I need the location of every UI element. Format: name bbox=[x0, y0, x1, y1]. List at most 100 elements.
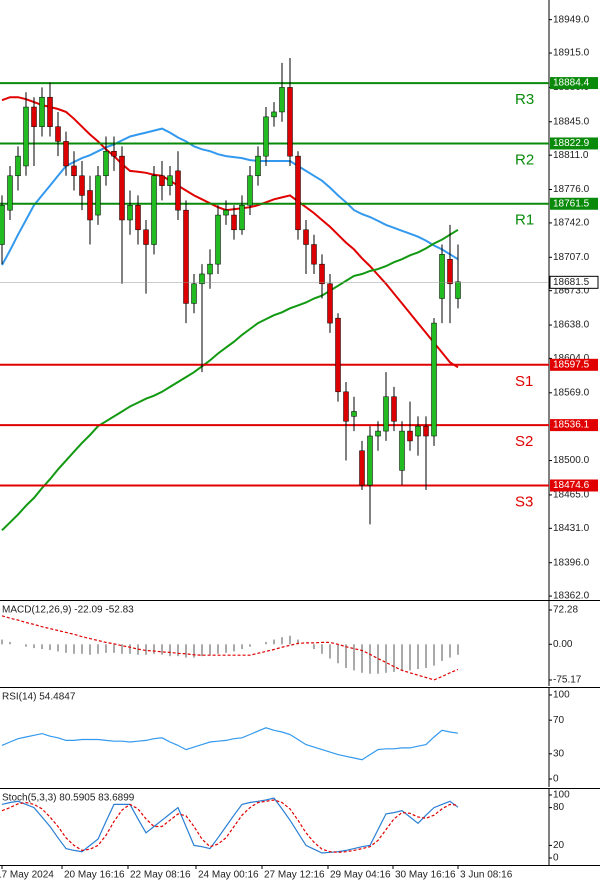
panel-title: MACD(12,26,9) -22.09 -52.83 bbox=[2, 605, 134, 616]
x-tick-label: 22 May 08:16 bbox=[130, 870, 191, 881]
y-tick-label: 18742.0 bbox=[553, 218, 590, 229]
candle-body bbox=[431, 322, 437, 437]
indicator-line bbox=[1, 127, 459, 266]
candle-body bbox=[383, 396, 389, 432]
candle-body bbox=[311, 244, 317, 265]
y-tick-label: 0 bbox=[553, 853, 559, 864]
x-tick-label: 3 Jun 08:16 bbox=[460, 870, 513, 881]
candle-body bbox=[239, 204, 245, 231]
x-tick-label: 17 May 2024 bbox=[0, 870, 54, 881]
y-tick-label: 18776.0 bbox=[553, 184, 590, 195]
level-price-label: 18761.5 bbox=[553, 198, 590, 209]
candle-body bbox=[79, 175, 85, 196]
candle-body bbox=[159, 175, 165, 186]
y-tick-label: 100 bbox=[553, 790, 570, 801]
candle-body bbox=[295, 155, 301, 231]
candle-body bbox=[119, 155, 125, 221]
level-box bbox=[550, 197, 598, 210]
level-box bbox=[550, 358, 598, 371]
y-tick-label: 72.28 bbox=[553, 605, 578, 616]
candle-body bbox=[399, 430, 405, 471]
candle-body bbox=[39, 96, 45, 127]
candle-body bbox=[367, 435, 373, 486]
candle-body bbox=[223, 209, 229, 216]
y-tick-label: 18811.0 bbox=[553, 150, 589, 161]
candle-body bbox=[207, 263, 213, 275]
y-tick-label: 18673.0 bbox=[553, 285, 590, 296]
candle-body bbox=[135, 204, 141, 231]
candle-body bbox=[303, 229, 309, 245]
level-name: S1 bbox=[515, 373, 533, 390]
candle-body bbox=[319, 263, 325, 285]
y-tick-label: 0 bbox=[553, 774, 559, 785]
candle-body bbox=[95, 175, 101, 216]
y-tick-label: 80 bbox=[553, 802, 565, 813]
y-tick-label: 18362.0 bbox=[553, 591, 590, 602]
candle-body bbox=[423, 425, 429, 437]
candle-body bbox=[447, 258, 453, 285]
candle-body bbox=[7, 175, 13, 211]
y-tick-label: 18431.0 bbox=[553, 523, 590, 534]
level-box bbox=[550, 479, 598, 492]
indicator-line bbox=[1, 228, 459, 532]
level-price-label: 18536.1 bbox=[553, 420, 590, 431]
level-box bbox=[550, 77, 598, 90]
y-tick-label: 18638.0 bbox=[553, 320, 590, 331]
candle-body bbox=[111, 150, 117, 157]
level-price-label: 18822.9 bbox=[553, 138, 590, 149]
indicator-line bbox=[1, 799, 459, 853]
last-price-label: 18681.5 bbox=[553, 277, 590, 288]
candle-body bbox=[375, 430, 381, 437]
level-name: R2 bbox=[515, 151, 534, 168]
y-tick-label: 18500.0 bbox=[553, 455, 590, 466]
candle-body bbox=[71, 165, 77, 177]
y-tick-label: 0.00 bbox=[553, 639, 573, 650]
x-tick-label: 29 May 04:16 bbox=[330, 870, 391, 881]
candle-body bbox=[0, 204, 5, 245]
y-tick-label: 100 bbox=[553, 690, 570, 701]
candle-body bbox=[87, 190, 93, 221]
panel-title: Stoch(5,3,3) 80.5905 83.6899 bbox=[2, 793, 135, 804]
candle-body bbox=[279, 87, 285, 113]
level-price-label: 18884.4 bbox=[553, 78, 590, 89]
candle-body bbox=[23, 106, 29, 167]
level-price-label: 18474.6 bbox=[553, 480, 590, 491]
candle-body bbox=[55, 126, 61, 142]
candle-body bbox=[167, 175, 173, 186]
y-tick-label: 18604.0 bbox=[553, 353, 590, 364]
candle-body bbox=[439, 254, 445, 299]
candle-body bbox=[327, 283, 333, 324]
y-tick-label: 18915.0 bbox=[553, 48, 590, 59]
candle-body bbox=[351, 411, 357, 417]
candle-body bbox=[407, 430, 413, 442]
indicator-line bbox=[1, 797, 459, 854]
candle-body bbox=[231, 214, 237, 231]
candle-body bbox=[455, 281, 461, 299]
y-tick-label: 18465.0 bbox=[553, 490, 590, 501]
level-name: S3 bbox=[515, 493, 533, 510]
x-tick-label: 24 May 00:16 bbox=[198, 870, 259, 881]
y-tick-label: 18569.0 bbox=[553, 387, 590, 398]
candle-body bbox=[191, 283, 197, 304]
candle-body bbox=[143, 229, 149, 245]
indicator-line bbox=[1, 96, 459, 369]
candle-body bbox=[335, 317, 341, 393]
candle-body bbox=[271, 111, 277, 118]
level-name: R3 bbox=[515, 91, 534, 108]
candle-body bbox=[343, 391, 349, 422]
y-tick-label: 30 bbox=[553, 748, 565, 759]
x-tick-label: 30 May 16:16 bbox=[395, 870, 456, 881]
level-box bbox=[550, 419, 598, 432]
x-tick-label: 20 May 16:16 bbox=[64, 870, 125, 881]
candle-body bbox=[247, 175, 253, 206]
level-name: R1 bbox=[515, 212, 534, 229]
candle-body bbox=[47, 96, 53, 127]
level-price-label: 18597.5 bbox=[553, 359, 590, 370]
y-tick-label: 70 bbox=[553, 715, 565, 726]
y-tick-label: 18949.0 bbox=[553, 14, 590, 25]
candle-body bbox=[415, 425, 421, 437]
candle-body bbox=[391, 396, 397, 422]
y-tick-label: 18707.0 bbox=[553, 252, 590, 263]
